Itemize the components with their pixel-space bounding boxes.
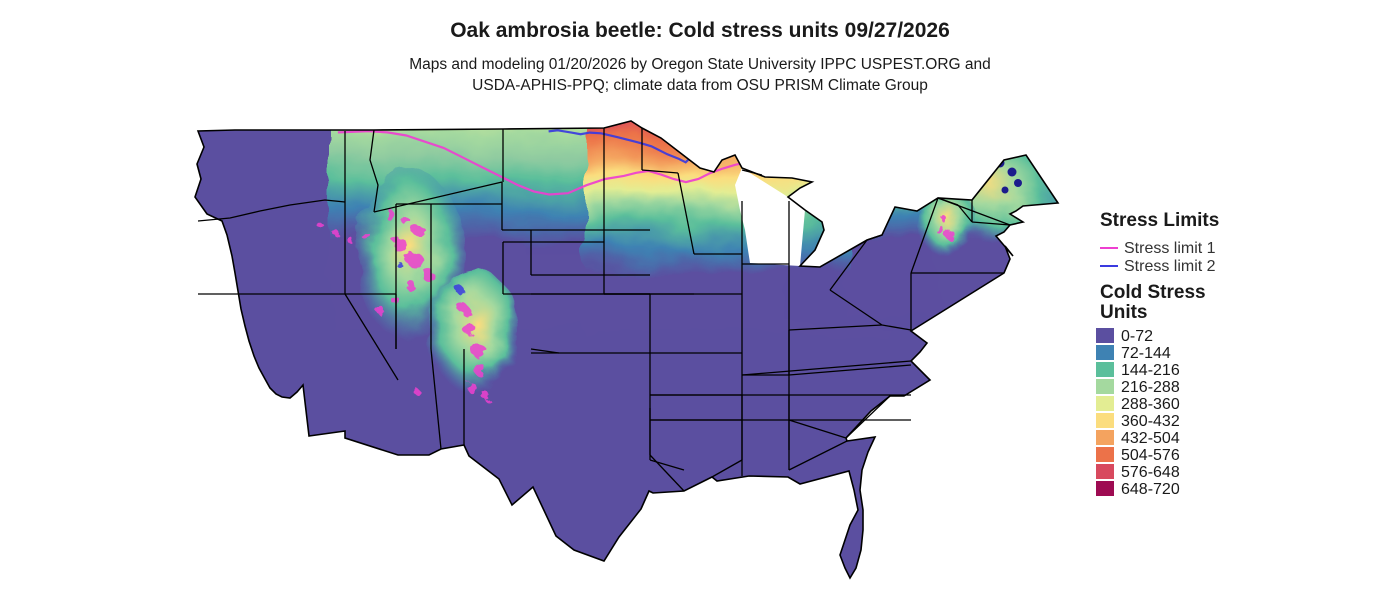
- svg-text:Stress limit 1: Stress limit 1: [1124, 240, 1216, 257]
- svg-text:Stress limit 2: Stress limit 2: [1124, 258, 1216, 275]
- svg-text:576-648: 576-648: [1121, 464, 1180, 481]
- svg-text:648-720: 648-720: [1121, 481, 1180, 498]
- svg-text:504-576: 504-576: [1121, 447, 1180, 464]
- svg-text:Stress Limits: Stress Limits: [1100, 210, 1219, 231]
- svg-text:Units: Units: [1100, 302, 1148, 323]
- svg-text:216-288: 216-288: [1121, 379, 1180, 396]
- svg-text:432-504: 432-504: [1121, 430, 1180, 447]
- svg-text:72-144: 72-144: [1121, 345, 1171, 362]
- svg-text:288-360: 288-360: [1121, 396, 1180, 413]
- svg-text:360-432: 360-432: [1121, 413, 1180, 430]
- svg-text:0-72: 0-72: [1121, 328, 1153, 345]
- svg-text:Cold Stress: Cold Stress: [1100, 282, 1206, 303]
- svg-text:144-216: 144-216: [1121, 362, 1180, 379]
